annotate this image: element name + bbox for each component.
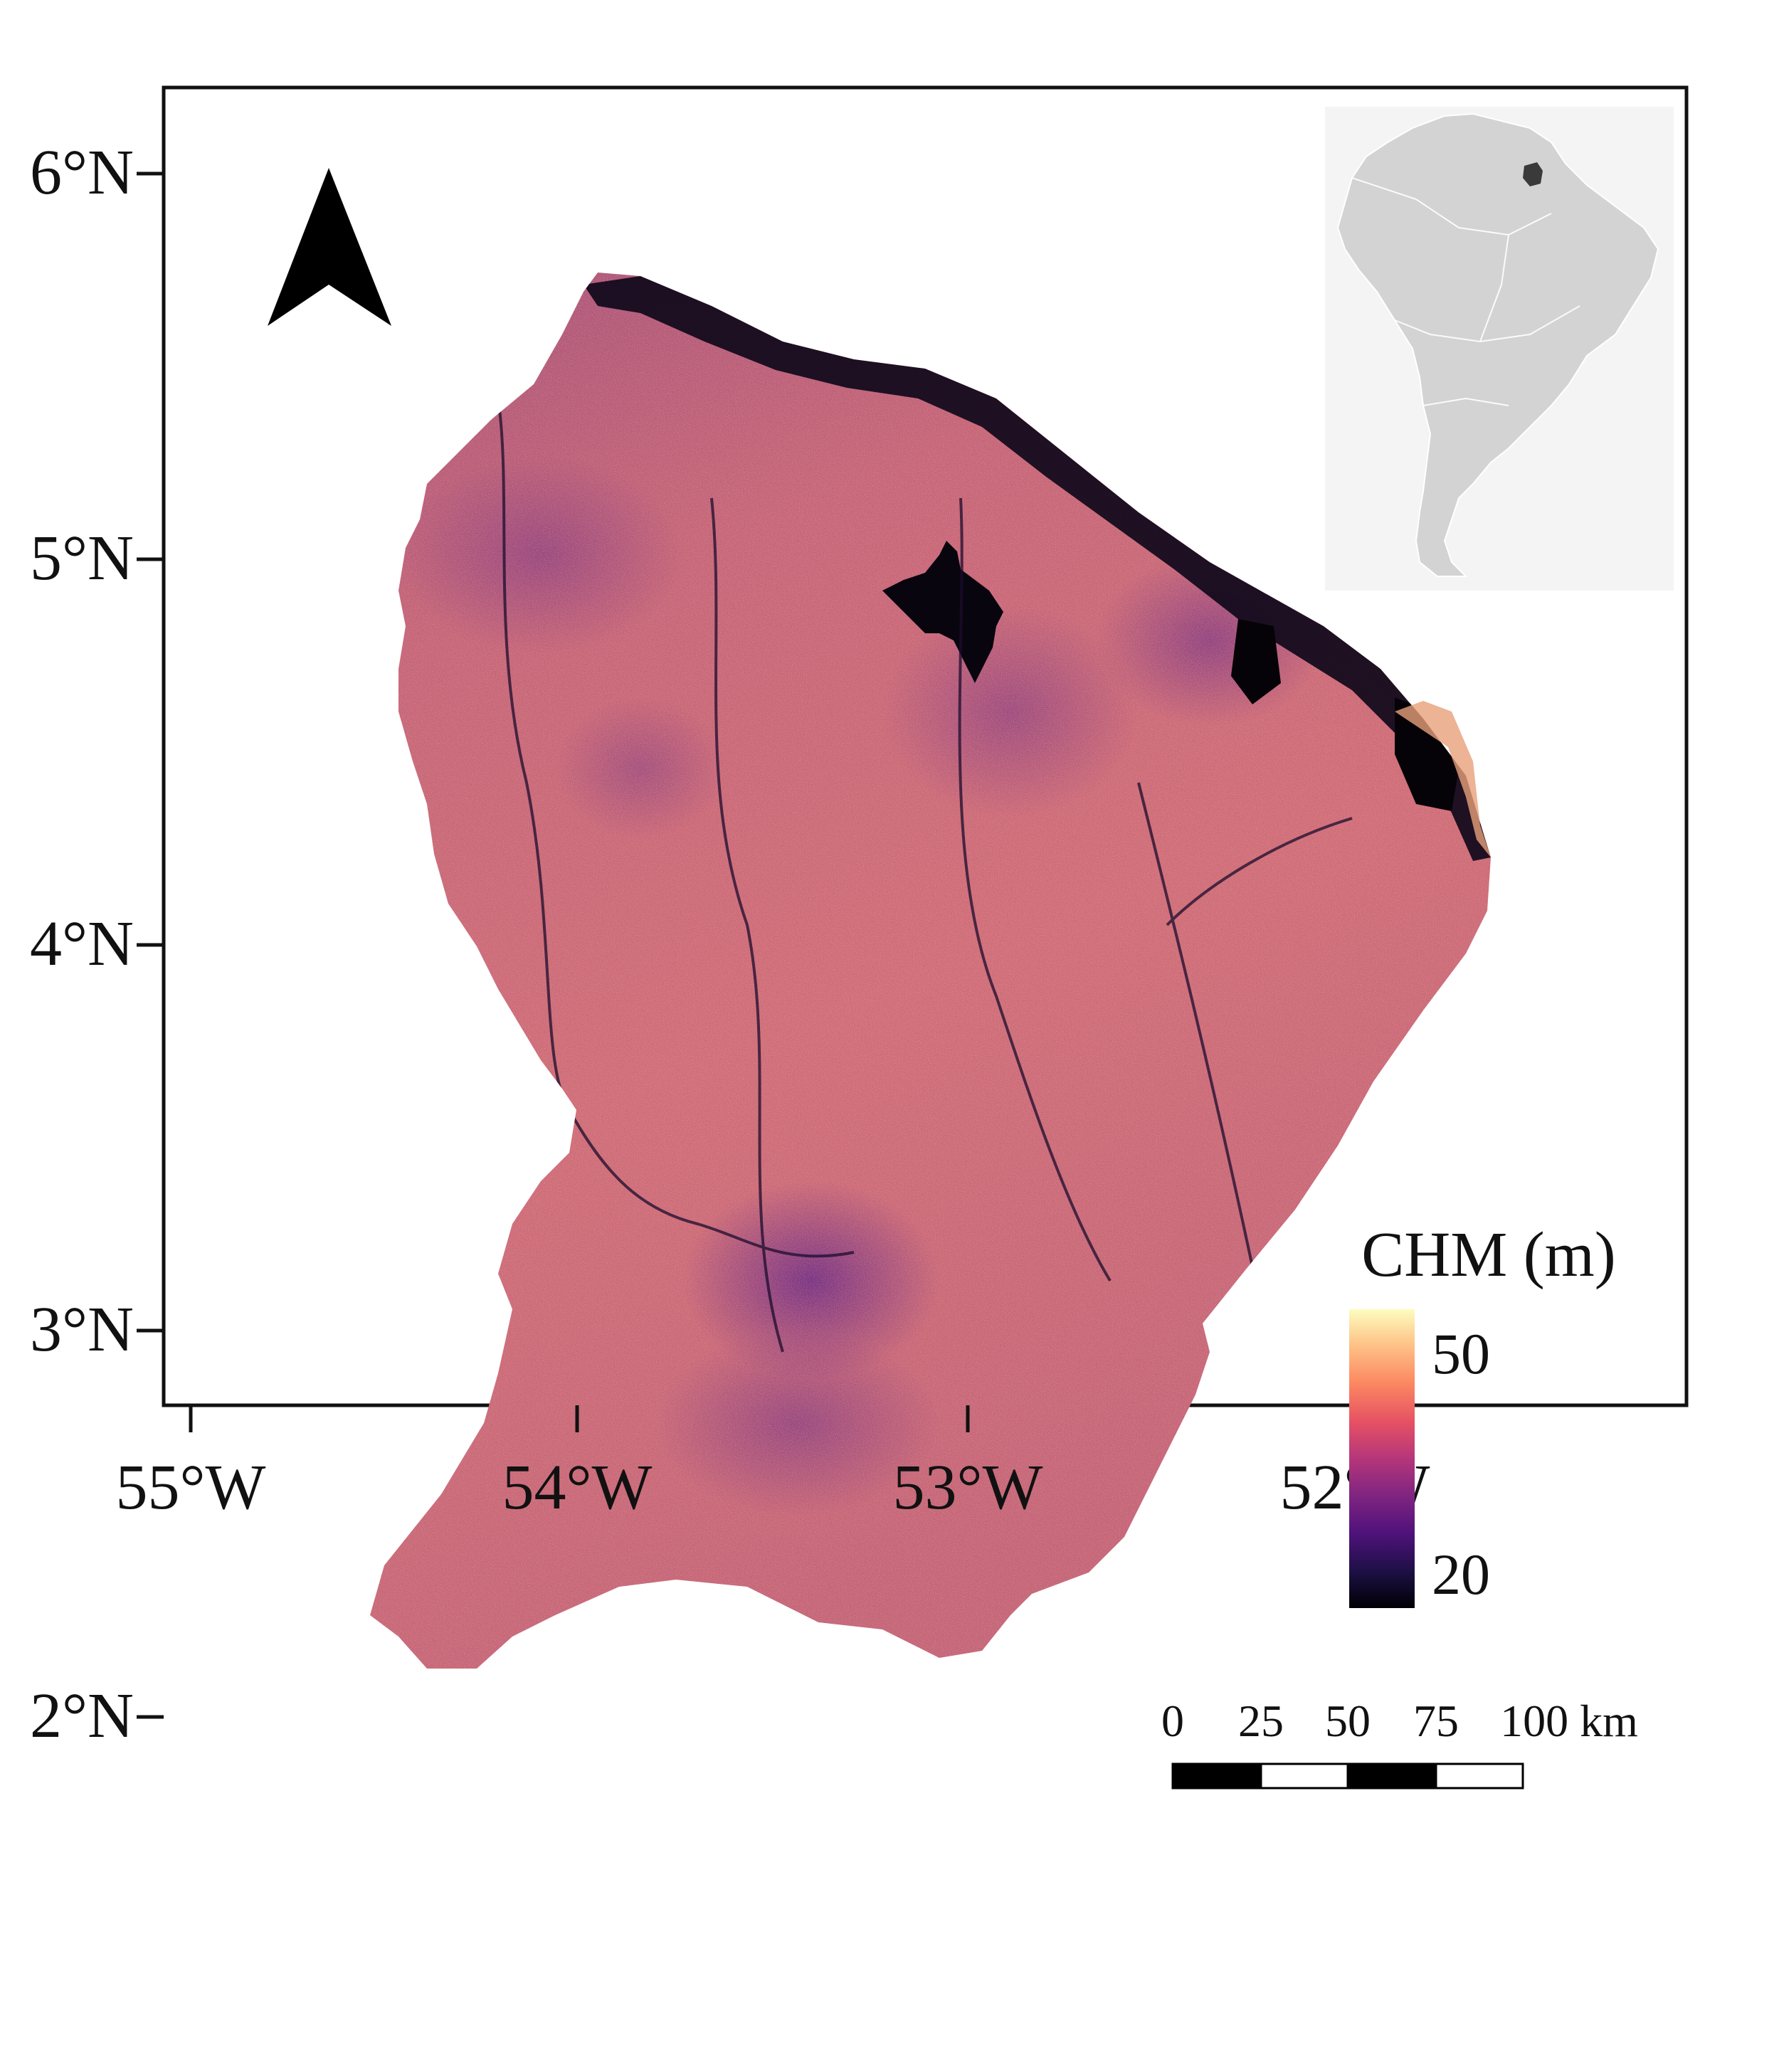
scale-label: 25 (1238, 1696, 1284, 1746)
scale-segment (1435, 1762, 1524, 1790)
lat-tick-label: 2°N (30, 1681, 134, 1751)
chm-raster (370, 273, 1491, 1669)
legend-tick-label: 50 (1432, 1321, 1490, 1386)
river-network (497, 398, 1353, 1353)
lon-tick-label: 54°W (502, 1452, 653, 1523)
mudflat (1395, 701, 1491, 857)
north-arrow-icon (268, 168, 391, 326)
scale-bar: 0 25 50 75 100 km (1161, 1696, 1638, 1790)
lat-tick-label: 3°N (30, 1294, 134, 1365)
legend-colorbar (1349, 1309, 1415, 1608)
scale-segment (1346, 1762, 1437, 1790)
lon-tick-label: 53°W (893, 1452, 1043, 1523)
lon-tick-label: 55°W (116, 1452, 266, 1523)
inset-south-america (1325, 107, 1674, 591)
scale-label: 0 (1161, 1696, 1184, 1746)
scale-segment (1260, 1762, 1349, 1790)
lat-tick-label: 5°N (30, 523, 134, 593)
french-guiana-highlight (1523, 162, 1543, 186)
scale-segment (1171, 1762, 1262, 1790)
legend-tick-label: 20 (1432, 1542, 1490, 1607)
legend-title: CHM (m) (1361, 1220, 1616, 1290)
lat-tick-label: 6°N (30, 137, 134, 208)
south-america-land (1336, 112, 1659, 577)
lat-tick-label: 4°N (30, 909, 134, 979)
chm-legend: CHM (m) 50 20 (1349, 1220, 1616, 1608)
country-borders (1351, 177, 1580, 406)
scale-label: 100 km (1500, 1696, 1638, 1746)
coastal-wetland (1231, 619, 1281, 704)
coastal-wetland (1395, 697, 1459, 811)
lat-axis: 6°N 5°N 4°N 3°N 2°N (30, 137, 164, 1751)
scale-label: 50 (1325, 1696, 1371, 1746)
scale-label: 75 (1413, 1696, 1459, 1746)
reservoir-lake (882, 541, 1003, 683)
